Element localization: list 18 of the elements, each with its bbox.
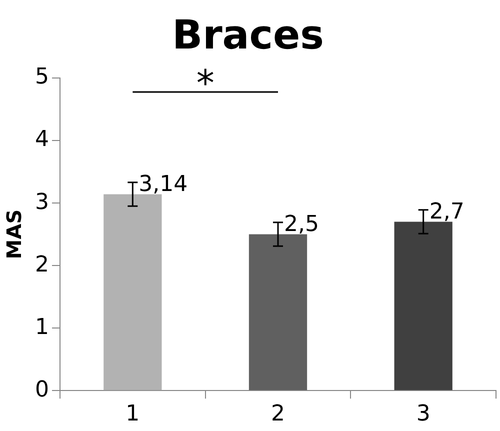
y-tick-label: 4 bbox=[34, 127, 49, 152]
y-tick-label: 5 bbox=[34, 64, 49, 90]
y-tick-label: 2 bbox=[34, 252, 49, 278]
y-tick-label: 3 bbox=[34, 190, 49, 215]
chart-title: Braces bbox=[172, 12, 324, 58]
y-tick-label: 1 bbox=[34, 314, 49, 340]
x-tick-label: 2 bbox=[271, 402, 285, 427]
bar bbox=[248, 234, 308, 390]
bar bbox=[104, 194, 162, 390]
bar bbox=[394, 222, 452, 390]
x-tick-label: 1 bbox=[126, 402, 140, 427]
data-label: 3,14 bbox=[138, 172, 188, 198]
y-tick-label: 0 bbox=[34, 377, 49, 402]
y-axis-title: MAS bbox=[2, 209, 26, 260]
data-label: 2,7 bbox=[429, 200, 464, 225]
annotation: * bbox=[196, 63, 214, 104]
x-tick-label: 3 bbox=[416, 402, 430, 427]
data-label: 2,5 bbox=[284, 212, 319, 238]
